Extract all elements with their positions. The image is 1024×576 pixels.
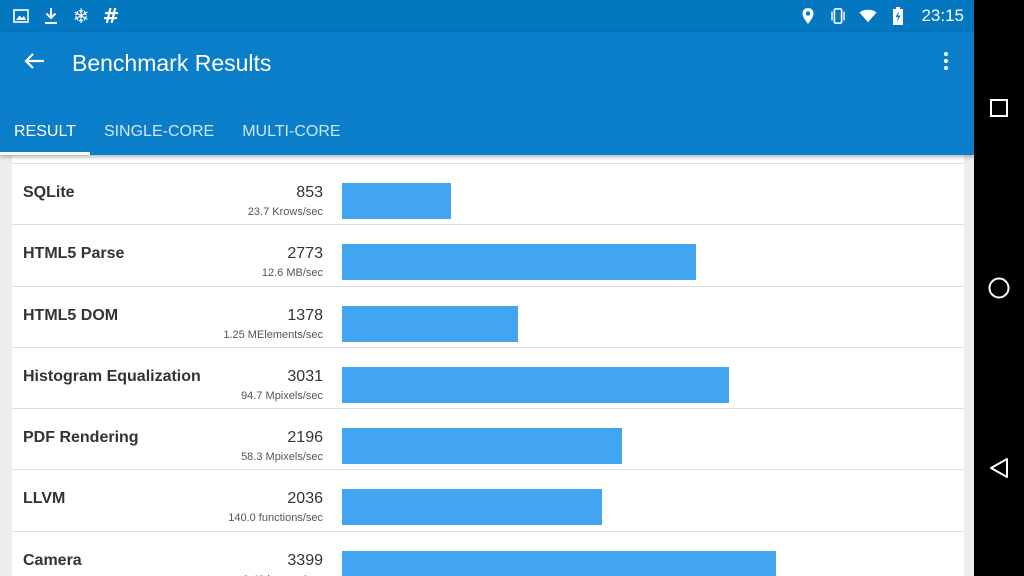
tab-result[interactable]: RESULT [0,108,90,155]
location-icon [799,7,817,25]
result-score: 3399 [287,551,323,569]
home-button[interactable] [974,263,1024,313]
result-score: 2773 [287,245,323,263]
status-time: 23:15 [921,6,964,25]
download-icon [42,7,60,25]
result-row[interactable]: SQLite 853 23.7 Krows/sec [12,164,964,226]
result-row[interactable]: LLVM 2036 140.0 functions/sec [12,470,964,532]
tab-single-core[interactable]: SINGLE-CORE [103,122,215,140]
navigation-bar [974,0,1024,576]
result-row[interactable]: HTML5 Parse 2773 12.6 MB/sec [12,225,964,287]
result-score: 2036 [287,490,323,508]
result-score: 3031 [287,367,323,385]
list-top-edge [12,155,964,164]
image-icon [12,7,30,25]
more-options-button[interactable] [936,46,956,76]
result-name: Histogram Equalization [23,367,201,385]
recents-icon [990,99,1008,117]
result-unit: 12.6 MB/sec [261,267,323,280]
home-icon [988,277,1010,299]
page-title: Benchmark Results [72,50,272,76]
status-bar: ❄ # 23:15 [0,0,974,32]
result-name: HTML5 DOM [23,306,119,324]
results-rows: SQLite 853 23.7 Krows/sec HTML5 Parse 2773 12… [12,164,964,576]
snowflake-icon: ❄ [72,4,90,28]
result-row[interactable]: Camera 3399 9.43 images/sec [12,531,964,576]
result-unit: 9.43 images/sec [243,574,323,576]
result-unit: 58.3 Mpixels/sec [241,451,323,464]
vibrate-icon [829,7,847,25]
result-unit: 23.7 Krows/sec [247,206,323,218]
app-window: ❄ # 23:15 Benchmark Results [0,0,974,576]
result-name: HTML5 Parse [23,245,125,263]
result-name: LLVM [23,490,66,508]
wifi-icon [859,7,878,25]
result-score: 853 [296,184,323,201]
result-unit: 1.25 MElements/sec [223,328,323,341]
back-arrow-button[interactable] [14,46,54,76]
back-triangle-icon [990,458,1008,478]
system-back-button[interactable] [974,443,1024,493]
result-name: Camera [23,551,82,569]
result-score: 1378 [287,306,323,324]
result-bar [342,550,776,576]
result-bar [342,428,622,465]
result-unit: 140.0 functions/sec [228,512,323,525]
results-list[interactable]: SQLite 853 23.7 Krows/sec HTML5 Parse 2773 12… [12,155,964,576]
result-name: PDF Rendering [23,429,139,447]
result-row[interactable]: Histogram Equalization 3031 94.7 Mpixels/s… [12,347,964,410]
result-name: SQLite [23,184,75,201]
tab-multi-core[interactable]: MULTI-CORE [242,122,341,140]
result-bar [342,305,518,342]
result-bar [342,183,451,219]
result-unit: 94.7 Mpixels/sec [241,389,323,402]
result-bar [342,244,696,281]
arrow-left-icon [24,53,44,69]
result-row[interactable]: PDF Rendering 2196 58.3 Mpixels/sec [12,409,964,471]
result-bar [342,489,602,526]
result-score: 2196 [287,429,323,447]
result-row[interactable]: HTML5 DOM 1378 1.25 MElements/sec [12,286,964,348]
battery-charging-icon [889,7,907,25]
result-bar [342,366,729,403]
more-vert-icon [944,52,948,56]
tab-bar: RESULT SINGLE-CORE MULTI-CORE [0,108,355,155]
recents-button[interactable] [974,83,1024,133]
app-bar: Benchmark Results RESULT SINGLE-CORE MUL… [0,32,974,155]
hash-icon: # [102,4,120,28]
